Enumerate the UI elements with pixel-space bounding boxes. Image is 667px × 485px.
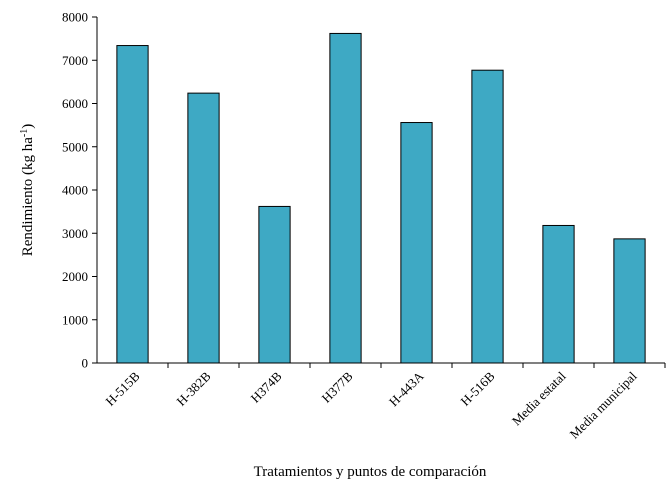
x-tick-label: Media estatal <box>509 368 569 428</box>
y-tick-label: 4000 <box>62 183 88 198</box>
y-axis-title-close: ) <box>20 124 36 129</box>
bar <box>329 32 362 364</box>
x-axis-ticks: H-515B H-382B H374B H377B H-443A H-516B Media … <box>102 363 666 442</box>
y-tick-label: 5000 <box>62 139 88 154</box>
y-axis-title-main: Rendimiento (kg ha <box>20 137 36 256</box>
y-axis-title: Rendimiento (kg ha-1) <box>19 124 37 257</box>
x-tick-label: H-515B <box>102 368 142 408</box>
y-tick-label: 1000 <box>62 312 88 327</box>
y-axis-title-sup: -1 <box>19 129 30 137</box>
x-tick-label: H374B <box>247 368 284 405</box>
bar <box>116 45 149 364</box>
x-tick-label: H377B <box>318 368 355 405</box>
x-tick-label: H-443A <box>386 368 427 409</box>
y-tick-label: 3000 <box>62 226 88 241</box>
x-tick-label: H-382B <box>173 368 213 408</box>
bar <box>542 224 575 364</box>
x-axis-title: Tratamientos y puntos de comparación <box>254 464 487 480</box>
y-tick-label: 7000 <box>62 53 88 68</box>
y-tick-label: 0 <box>82 356 89 371</box>
bar <box>471 69 504 364</box>
y-tick-label: 2000 <box>62 269 88 284</box>
bar <box>187 92 220 364</box>
bar <box>613 238 646 364</box>
y-axis-ticks: 0 1000 2000 3000 4000 5000 6000 7000 8000 <box>62 10 97 371</box>
bar <box>258 205 291 364</box>
x-tick-label: H-516B <box>457 368 497 408</box>
y-tick-label: 6000 <box>62 96 88 111</box>
y-tick-label: 8000 <box>62 10 88 25</box>
bar <box>400 122 433 364</box>
bars-group <box>116 32 646 364</box>
x-tick-label: Media municipal <box>566 368 639 441</box>
